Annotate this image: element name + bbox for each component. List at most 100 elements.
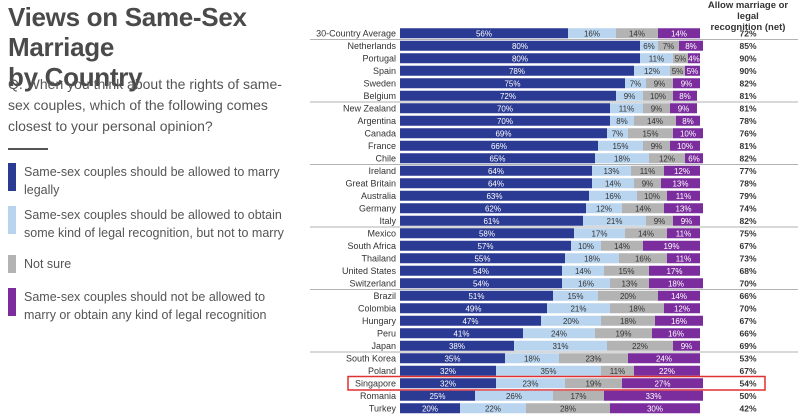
net-label-canada: 76% [739, 128, 756, 138]
bar-segment-portugal-1 [640, 53, 673, 64]
net-label-colombia: 70% [739, 303, 756, 313]
net-label-30-country-average: 72% [739, 28, 756, 38]
bar-segment-hungary-0 [400, 315, 541, 326]
net-label-brazil: 66% [739, 291, 756, 301]
bar-segment-united-states-2 [604, 265, 649, 276]
category-label-canada: Canada [364, 128, 396, 138]
net-header-line-2: recognition (net) [710, 22, 786, 33]
data-label-south-africa-1: 10% [578, 242, 594, 251]
bar-segment-thailand-3 [667, 253, 700, 264]
data-label-30-country-average-3: 14% [671, 29, 687, 38]
data-label-great-britain-3: 13% [672, 179, 688, 188]
bar-segment-switzerland-0 [400, 278, 562, 289]
bar-segment-japan-2 [607, 340, 673, 351]
bar-segment-great-britain-3 [661, 178, 700, 189]
bar-segment-peru-3 [652, 328, 700, 339]
data-label-romania-2: 17% [570, 392, 586, 401]
net-label-peru: 66% [739, 328, 756, 338]
data-label-france-2: 9% [651, 142, 663, 151]
data-label-south-africa-0: 57% [477, 242, 493, 251]
data-label-argentina-0: 70% [497, 117, 513, 126]
bar-segment-chile-2 [649, 153, 685, 164]
bar-segment-switzerland-1 [562, 278, 610, 289]
data-label-poland-2: 11% [610, 367, 625, 376]
net-label-portugal: 90% [739, 53, 756, 63]
data-label-colombia-3: 12% [674, 304, 690, 313]
data-label-germany-2: 14% [635, 204, 651, 213]
bar-segment-colombia-2 [610, 303, 664, 314]
data-label-australia-2: 10% [644, 192, 660, 201]
data-label-singapore-1: 23% [522, 379, 538, 388]
data-label-south-africa-2: 14% [614, 242, 630, 251]
net-label-germany: 74% [739, 203, 756, 213]
data-label-peru-0: 41% [453, 329, 469, 338]
data-label-south-africa-3: 19% [663, 242, 679, 251]
data-label-spain-1: 12% [644, 67, 660, 76]
category-label-new-zealand: New Zealand [343, 103, 396, 113]
legend-label-allowed-marry: Same-sex couples should be allowed to ma… [24, 165, 280, 197]
bar-segment-mexico-3 [667, 228, 700, 239]
data-label-hungary-3: 16% [671, 317, 687, 326]
data-label-canada-3: 10% [680, 129, 696, 138]
bar-segment-new-zealand-1 [610, 103, 643, 114]
bar-segment-brazil-0 [400, 290, 553, 301]
bar-segment-france-0 [400, 140, 598, 151]
bar-segment-ireland-3 [664, 165, 700, 176]
legend-label-not-allowed: Same-sex couples should not be allowed t… [24, 290, 267, 322]
category-label-switzerland: Switzerland [349, 278, 396, 288]
data-label-chile-1: 18% [614, 154, 630, 163]
bar-segment-belgium-0 [400, 90, 616, 101]
bar-segment-romania-2 [553, 390, 604, 401]
bar-segment-colombia-1 [547, 303, 610, 314]
bar-segment-singapore-3 [622, 378, 703, 389]
bar-segment-spain-2 [670, 65, 685, 76]
category-label-japan: Japan [371, 341, 396, 351]
data-label-australia-3: 11% [676, 192, 691, 201]
data-label-thailand-0: 55% [474, 254, 490, 263]
net-label-new-zealand: 81% [739, 103, 756, 113]
data-label-netherlands-3: 8% [685, 42, 697, 51]
data-label-portugal-2: 5% [675, 54, 687, 63]
bar-segment-canada-3 [673, 128, 703, 139]
net-label-romania: 50% [739, 391, 756, 401]
net-label-south-korea: 53% [739, 353, 756, 363]
bar-segment-united-states-3 [649, 265, 700, 276]
category-label-colombia: Colombia [358, 303, 396, 313]
data-label-italy-2: 9% [654, 217, 666, 226]
bar-segment-romania-0 [400, 390, 475, 401]
data-label-sweden-2: 9% [654, 79, 666, 88]
data-label-colombia-0: 49% [465, 304, 481, 313]
legend-swatch-legal-recognition [8, 206, 16, 234]
data-label-hungary-0: 47% [462, 317, 478, 326]
bar-segment-south-africa-2 [601, 240, 643, 251]
bar-segment-belgium-3 [673, 90, 697, 101]
data-label-ireland-3: 12% [674, 167, 690, 176]
data-label-australia-0: 63% [486, 192, 502, 201]
bar-segment-mexico-1 [574, 228, 625, 239]
category-label-chile: Chile [375, 153, 396, 163]
bar-segment-france-2 [643, 140, 670, 151]
bar-segment-australia-0 [400, 190, 589, 201]
data-label-turkey-0: 20% [422, 404, 438, 413]
category-label-hungary: Hungary [362, 316, 397, 326]
bar-segment-australia-3 [667, 190, 700, 201]
legend-swatch-allowed-marry [8, 163, 16, 191]
bar-segment-peru-1 [523, 328, 595, 339]
category-label-spain: Spain [373, 66, 396, 76]
bar-segment-germany-0 [400, 203, 586, 214]
bar-segment-new-zealand-0 [400, 103, 610, 114]
bar-segment-brazil-1 [553, 290, 598, 301]
net-label-australia: 79% [739, 191, 756, 201]
bar-segment-turkey-1 [460, 403, 526, 414]
category-label-south-africa: South Africa [347, 241, 396, 251]
bar-segment-colombia-0 [400, 303, 547, 314]
bar-segment-great-britain-1 [592, 178, 634, 189]
bar-segment-japan-1 [514, 340, 607, 351]
data-label-italy-1: 21% [606, 217, 622, 226]
bar-segment-peru-2 [595, 328, 652, 339]
bar-segment-argentina-0 [400, 115, 610, 126]
bar-segment-germany-2 [622, 203, 664, 214]
bar-segment-netherlands-2 [658, 40, 679, 51]
bar-segment-south-africa-0 [400, 240, 571, 251]
